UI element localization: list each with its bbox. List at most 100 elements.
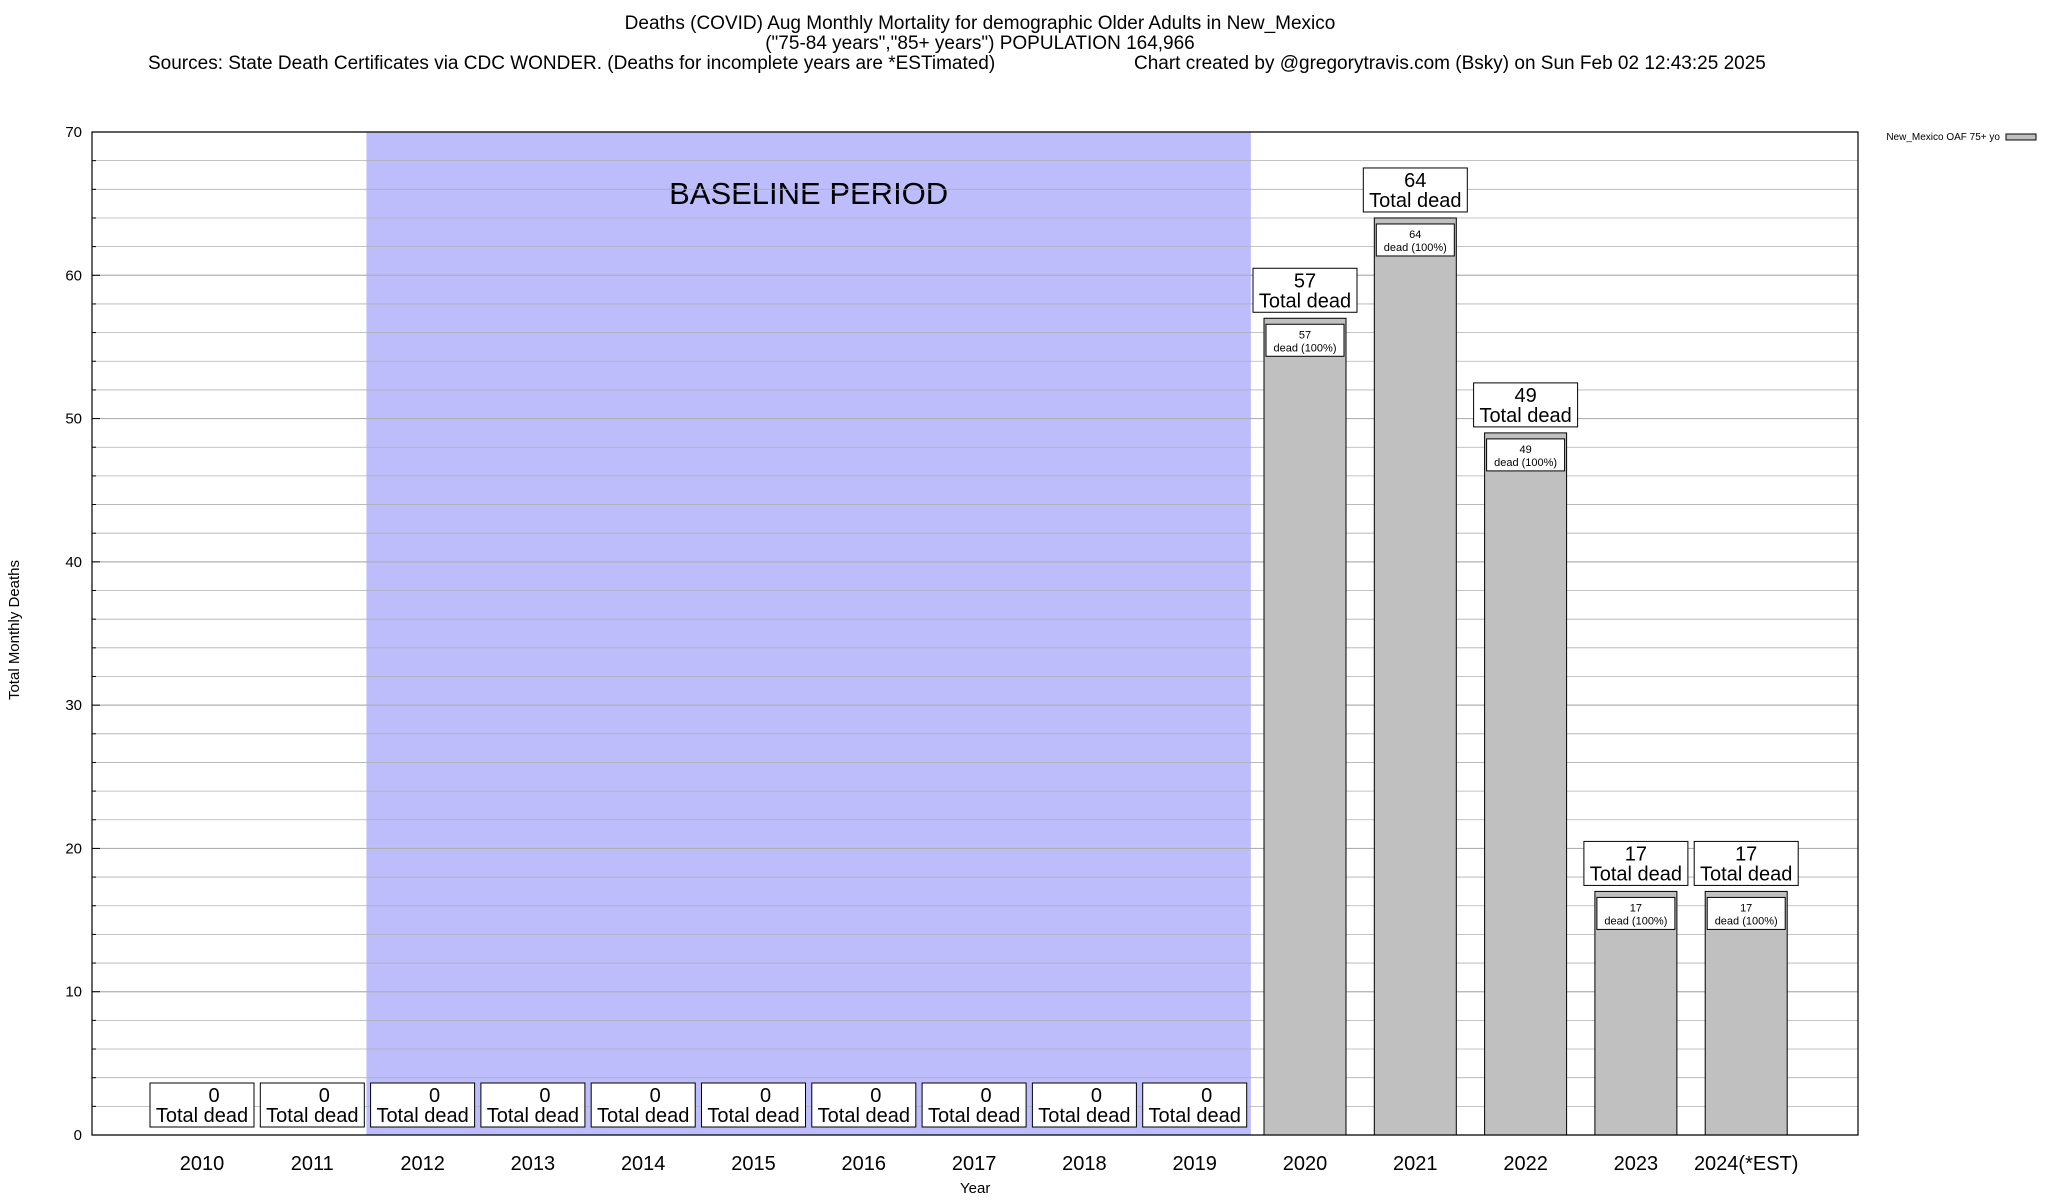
title-line-1: Deaths (COVID) Aug Monthly Mortality for…: [624, 13, 1336, 34]
total-value: 0: [760, 1085, 771, 1107]
bar-inner-label: dead (100%): [1604, 915, 1667, 927]
total-label: Total dead: [818, 1105, 910, 1127]
bar-inner-value: 57: [1299, 329, 1311, 341]
bar-inner-label: dead (100%): [1715, 915, 1778, 927]
bar-inner-value: 49: [1519, 444, 1531, 456]
x-tick-label: 2022: [1503, 1153, 1548, 1175]
total-label-box: [921, 1082, 1027, 1128]
x-tick-label: 2019: [1172, 1153, 1217, 1175]
total-label-box: [370, 1082, 476, 1128]
x-tick-label: 2014: [621, 1153, 666, 1175]
total-label-box: [259, 1082, 365, 1128]
total-label: Total dead: [597, 1105, 689, 1127]
plot-frame: [91, 131, 1859, 1136]
x-tick-label: 2021: [1393, 1153, 1438, 1175]
total-value: 17: [1625, 843, 1647, 865]
y-tick-label: 60: [65, 267, 82, 284]
total-label: Total dead: [1369, 190, 1461, 212]
x-tick-label: 2016: [842, 1153, 887, 1175]
x-tick-label: 2011: [291, 1153, 334, 1175]
x-tick-label: 2010: [180, 1153, 225, 1175]
x-tick-label: 2020: [1283, 1153, 1328, 1175]
bar-inner-label: dead (100%): [1274, 342, 1337, 354]
bar-inner-label-box: [1375, 223, 1455, 257]
total-label: Total dead: [266, 1105, 358, 1127]
total-value: 0: [650, 1085, 661, 1107]
legend-label: New_Mexico OAF 75+ yo: [1886, 132, 2000, 143]
total-value: 0: [539, 1085, 550, 1107]
y-tick-label: 30: [65, 697, 82, 714]
total-label-box: [1031, 1082, 1137, 1128]
total-label-box: [1473, 382, 1579, 428]
total-label-box: [1142, 1082, 1248, 1128]
bar: [1704, 890, 1788, 1136]
total-label: Total dead: [1149, 1105, 1241, 1127]
x-tick-label: 2013: [511, 1153, 556, 1175]
y-tick-label: 40: [65, 554, 82, 571]
bar: [1484, 432, 1568, 1136]
bar-inner-value: 17: [1630, 902, 1642, 914]
total-label-box: [1583, 840, 1689, 886]
bar: [1263, 317, 1347, 1136]
y-tick-label: 20: [65, 840, 82, 857]
total-label: Total dead: [1038, 1105, 1130, 1127]
total-label: Total dead: [707, 1105, 799, 1127]
sources-text: Sources: State Death Certificates via CD…: [148, 53, 996, 74]
total-label-box: [701, 1082, 806, 1128]
bar-inner-label-box: [1486, 438, 1566, 472]
x-tick-label: 2023: [1614, 1153, 1659, 1175]
x-tick-label: 2015: [731, 1153, 776, 1175]
total-label-box: [480, 1082, 586, 1128]
title-line-2: ("75-84 years","85+ years") POPULATION 1…: [765, 33, 1195, 54]
bar-inner-label: dead (100%): [1384, 242, 1447, 254]
bar-inner-value: 17: [1740, 902, 1752, 914]
total-label-box: [590, 1082, 696, 1128]
bar-inner-label-box: [1265, 323, 1345, 357]
total-label-box: [1362, 167, 1468, 213]
baseline-label: BASELINE PERIOD: [669, 176, 948, 211]
total-label: Total dead: [928, 1105, 1020, 1127]
total-value: 0: [870, 1085, 881, 1107]
total-value: 0: [981, 1085, 992, 1107]
total-label: Total dead: [376, 1105, 468, 1127]
total-label-box: [1252, 267, 1358, 313]
total-label: Total dead: [1259, 290, 1351, 312]
total-value: 49: [1514, 385, 1536, 407]
y-tick-label: 10: [65, 984, 82, 1001]
x-tick-label: 2018: [1062, 1153, 1107, 1175]
chart-title: Deaths (COVID) Aug Monthly Mortality for…: [0, 14, 1960, 54]
total-value: 0: [429, 1085, 440, 1107]
bar: [1594, 890, 1678, 1136]
total-value: 64: [1404, 170, 1426, 192]
bar-inner-label-box: [1706, 896, 1786, 930]
total-label-box: [149, 1082, 255, 1128]
y-tick-label: 50: [65, 411, 82, 428]
total-value: 0: [319, 1085, 330, 1107]
bar-inner-value: 64: [1409, 229, 1421, 241]
baseline-region: [366, 132, 1251, 1135]
total-label: Total dead: [1590, 863, 1682, 885]
total-label: Total dead: [156, 1105, 248, 1127]
total-value: 17: [1735, 843, 1757, 865]
bar-inner-label: dead (100%): [1494, 457, 1557, 469]
total-value: 0: [1091, 1085, 1102, 1107]
x-tick-label: 2024(*EST): [1694, 1153, 1799, 1175]
y-tick-label: 70: [65, 124, 82, 141]
total-label-box: [811, 1082, 917, 1128]
legend-swatch: [2005, 133, 2037, 141]
credit-text: Chart created by @gregorytravis.com (Bsk…: [1134, 53, 1766, 74]
x-tick-label: 2012: [400, 1153, 445, 1175]
total-value: 0: [1201, 1085, 1212, 1107]
bar: [1373, 217, 1457, 1136]
y-tick-label: 0: [74, 1127, 82, 1144]
y-axis-label: Total Monthly Deaths: [6, 559, 23, 701]
total-label: Total dead: [487, 1105, 579, 1127]
bar-inner-label-box: [1596, 896, 1676, 930]
total-value: 0: [208, 1085, 219, 1107]
x-axis-label: Year: [960, 1180, 991, 1197]
total-label: Total dead: [1479, 405, 1571, 427]
total-label: Total dead: [1700, 863, 1792, 885]
total-value: 57: [1294, 270, 1316, 292]
x-tick-label: 2017: [952, 1153, 997, 1175]
